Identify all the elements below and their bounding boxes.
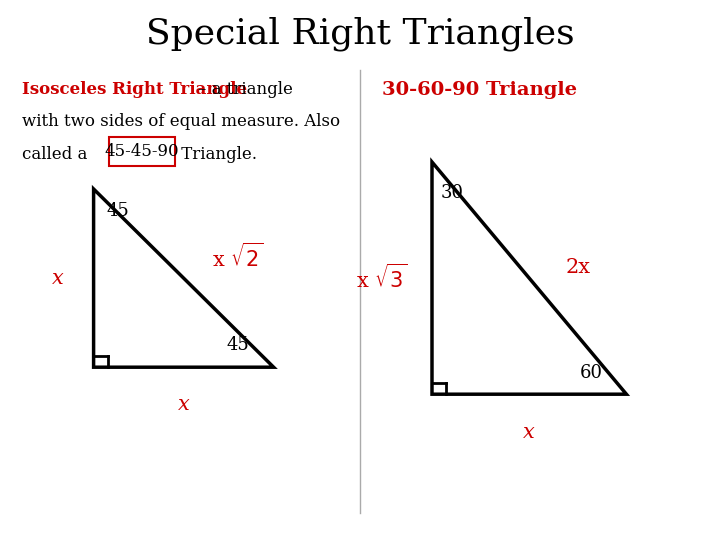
Text: – a triangle: – a triangle xyxy=(198,81,293,98)
Text: with two sides of equal measure. Also: with two sides of equal measure. Also xyxy=(22,113,340,130)
Text: Special Right Triangles: Special Right Triangles xyxy=(145,16,575,51)
Text: 45-45-90: 45-45-90 xyxy=(105,143,179,160)
Text: x $\sqrt{3}$: x $\sqrt{3}$ xyxy=(356,264,408,292)
Text: Triangle.: Triangle. xyxy=(176,146,258,163)
Text: x: x xyxy=(52,268,63,288)
Text: 30-60-90 Triangle: 30-60-90 Triangle xyxy=(382,81,577,99)
Text: x $\sqrt{2}$: x $\sqrt{2}$ xyxy=(212,242,264,271)
FancyBboxPatch shape xyxy=(109,137,175,166)
Text: 60: 60 xyxy=(580,364,603,382)
Text: 45: 45 xyxy=(227,336,250,354)
Text: 45: 45 xyxy=(107,202,130,220)
Text: x: x xyxy=(523,422,535,442)
Text: called a: called a xyxy=(22,146,87,163)
Text: 30: 30 xyxy=(441,184,464,201)
Text: Isosceles Right Triangle: Isosceles Right Triangle xyxy=(22,81,246,98)
Text: x: x xyxy=(178,395,189,415)
Text: 2x: 2x xyxy=(565,258,590,277)
